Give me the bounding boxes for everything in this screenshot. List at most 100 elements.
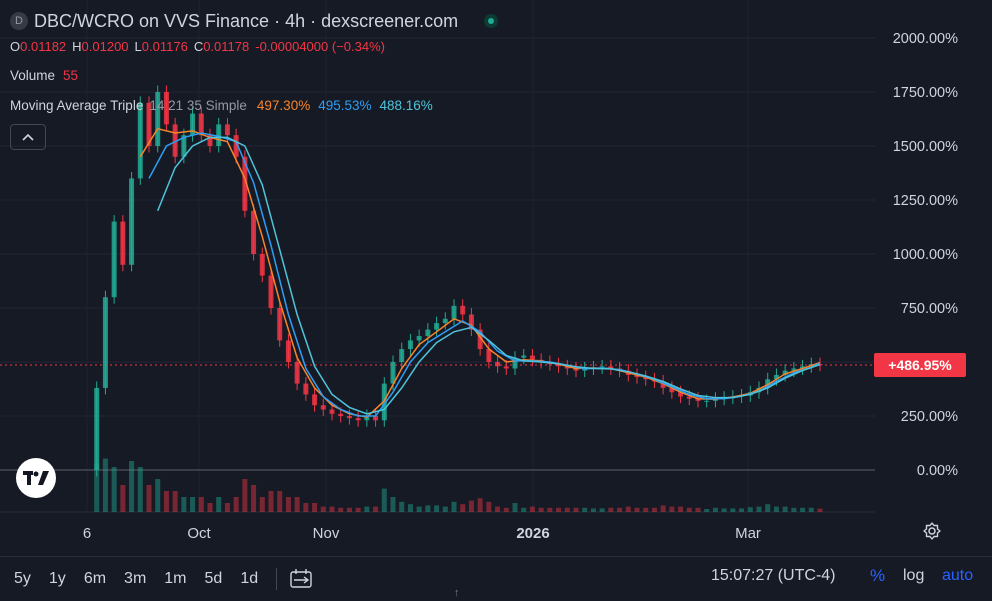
volume-bar [207,503,213,512]
candle-body [190,113,196,136]
candle-body [373,416,379,421]
candle-body [251,210,257,254]
clock-timezone[interactable]: 15:07:27 (UTC-4) [711,567,836,584]
auto-scale-toggle[interactable]: auto [942,567,974,584]
candle-body [643,377,649,380]
candle-body [791,368,797,371]
candle-body [460,305,466,315]
candle-body [390,362,396,384]
volume-bar [163,491,169,512]
collapse-legend-button[interactable] [10,124,46,150]
candle-body [94,387,100,470]
candle-body [224,124,230,136]
candle-body [338,413,344,416]
chart-legend: D DBC/WCRO on VVS Finance · 4h · dexscre… [10,8,499,150]
volume-bar [320,506,326,512]
volume-label: Volume [10,67,56,83]
volume-bar [651,507,657,512]
candle-body [425,329,431,337]
candle-body [294,362,300,384]
volume-bar [747,507,753,512]
volume-value: 55 [63,67,79,83]
volume-bar [137,467,143,512]
calendar-range-icon[interactable] [289,568,313,590]
y-tick-label: 1250.00% [893,193,958,209]
chart-title[interactable]: DBC/WCRO on VVS Finance · 4h · dexscreen… [34,10,459,31]
range-6m-button[interactable]: 6m [83,570,107,587]
candle-body [495,362,501,367]
y-tick-label: 250.00% [901,409,958,425]
volume-bar [808,507,814,512]
candle-body [181,135,187,157]
candle-body [172,124,178,157]
volume-bar [686,507,692,512]
candle-body [564,366,570,369]
percent-scale-toggle[interactable]: % [870,566,886,585]
volume-bar [817,508,823,512]
volume-bar [94,463,100,512]
volume-bar [268,491,274,512]
volume-bar [146,485,152,512]
candle-body [573,368,579,371]
volume-bar [224,503,230,512]
volume-bar [346,507,352,512]
volume-bar [634,507,640,512]
volume-bar [625,506,631,512]
candle-body [277,308,283,341]
volume-bar [242,479,248,512]
candle-body [102,297,108,388]
volume-bar [590,508,596,512]
range-1y-button[interactable]: 1y [48,570,66,587]
range-1m-button[interactable]: 1m [164,570,187,587]
volume-bar [486,501,492,512]
volume-bar [294,497,300,512]
expand-panel-caret-icon[interactable]: ↑ [454,587,460,599]
volume-bar [495,506,501,512]
volume-bar [120,485,126,512]
ma-legend[interactable]: Moving Average Triple 14 21 35 Simple 49… [10,94,498,116]
log-scale-toggle[interactable]: log [903,567,925,584]
candle-body [599,366,605,368]
volume-bar [529,506,535,512]
low-value: 0.01176 [141,38,188,54]
low-key: L [134,38,142,54]
ohlc-row: O 0.01182 H 0.01200 L 0.01176 C 0.01178 … [10,36,498,56]
candle-body [434,323,440,330]
candle-body [686,396,692,399]
volume-bars [94,458,823,512]
candle-body [773,374,779,380]
range-5y-button[interactable]: 5y [14,570,31,587]
range-5d-button[interactable]: 5d [204,570,223,587]
volume-bar [782,506,788,512]
volume-bar [416,506,422,512]
candle-body [259,254,265,276]
volume-legend[interactable]: Volume 55 [10,64,498,86]
x-tick-label: Oct [187,525,211,542]
volume-bar [198,497,204,512]
chevron-up-icon [22,133,34,141]
candle-body [364,416,370,421]
tradingview-logo[interactable] [16,458,56,498]
close-key: C [193,38,204,54]
volume-bar [277,491,283,512]
candle-body [320,405,326,410]
volume-bar [800,507,806,512]
volume-bar [521,507,527,512]
candle-body [312,394,318,406]
high-value: 0.01200 [81,38,129,54]
volume-bar [102,458,108,512]
ma-label: Moving Average Triple [10,97,144,113]
range-1d-button[interactable]: 1d [240,570,259,587]
volume-bar [547,507,553,512]
settings-gear-icon[interactable] [922,521,942,541]
candle-body [407,340,413,350]
volume-bar [338,507,344,512]
candle-body [268,275,274,308]
volume-bar [460,504,466,512]
range-3m-button[interactable]: 3m [124,570,147,587]
y-tick-label: 1000.00% [893,247,958,263]
price-chart[interactable]: 2000.00% 1750.00% 1500.00% 1250.00% 1000.00%… [0,0,992,556]
volume-bar [556,507,562,512]
volume-bar [312,503,318,512]
candle-body [207,135,213,146]
